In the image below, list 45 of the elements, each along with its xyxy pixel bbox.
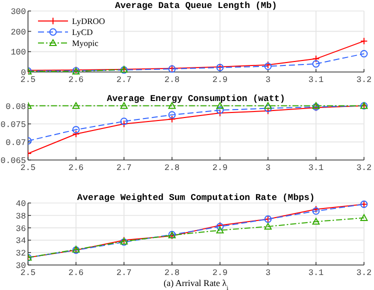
chart-title: Average Energy Consumption (watt) xyxy=(106,94,286,104)
x-tick-label: 2.8 xyxy=(164,75,180,85)
y-tick-label: 0.075 xyxy=(0,120,26,130)
y-tick-label: 0.07 xyxy=(6,138,26,148)
x-tick-label: 2.9 xyxy=(212,163,228,173)
x-tick-label: 2.6 xyxy=(68,268,84,278)
y-tick-label: 0 xyxy=(20,68,26,78)
x-tick-label: 2.7 xyxy=(116,268,132,278)
x-tick-label: 2.9 xyxy=(212,75,228,85)
x-tick-label: 2.6 xyxy=(68,75,84,85)
x-tick-label: 2.8 xyxy=(164,163,180,173)
y-tick-label: 30 xyxy=(16,261,26,271)
x-tick-label: 3.2 xyxy=(356,268,372,278)
x-tick-label: 3.2 xyxy=(356,75,372,85)
x-tick-label: 2.7 xyxy=(116,75,132,85)
y-tick-label: 0.08 xyxy=(6,102,26,112)
x-tick-label: 3 xyxy=(265,268,271,278)
legend-label: Myopic xyxy=(72,38,99,48)
legend-label: LyCD xyxy=(72,27,93,37)
legend-label: LyDROO xyxy=(72,16,106,26)
x-axis-title: (a) Arrival Rate λ$_{i}$ xyxy=(164,278,229,290)
y-tick-label: 36 xyxy=(16,224,26,234)
y-tick-label: 40 xyxy=(16,199,26,209)
x-tick-label: 2.5 xyxy=(20,163,36,173)
y-tick-label: 100 xyxy=(10,48,26,58)
chart-title: Average Weighted Sum Computation Rate (Mbps) xyxy=(77,193,315,203)
x-tick-label: 2.6 xyxy=(68,163,84,173)
y-tick-label: 300 xyxy=(10,7,26,17)
x-tick-label: 2.9 xyxy=(212,268,228,278)
x-tick-label: 2.5 xyxy=(20,268,36,278)
y-tick-label: 0.065 xyxy=(0,156,26,166)
x-tick-label: 2.8 xyxy=(164,268,180,278)
y-tick-label: 200 xyxy=(10,27,26,38)
x-tick-label: 3.1 xyxy=(308,163,324,173)
x-tick-label: 3.2 xyxy=(356,163,372,173)
x-tick-label: 3.1 xyxy=(308,75,324,85)
y-tick-label: 34 xyxy=(16,236,26,246)
x-tick-label: 3.1 xyxy=(308,268,324,278)
y-tick-label: 32 xyxy=(16,248,26,259)
y-tick-label: 38 xyxy=(16,211,26,222)
chart-title: Average Data Queue Length (Mb) xyxy=(114,1,278,11)
x-tick-label: 2.5 xyxy=(20,75,36,85)
x-tick-label: 3 xyxy=(265,75,271,85)
x-tick-label: 3 xyxy=(265,163,271,173)
x-tick-label: 2.7 xyxy=(116,163,132,173)
